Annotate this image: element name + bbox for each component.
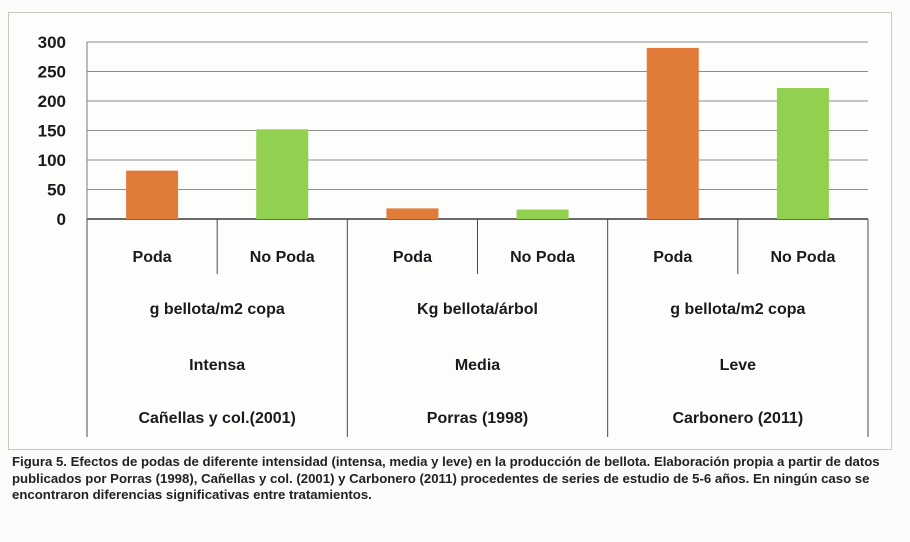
y-tick-label: 0 xyxy=(57,210,66,229)
group-source-label: Carbonero (2011) xyxy=(672,410,803,427)
y-tick-label: 300 xyxy=(38,33,66,52)
figure-caption: Figura 5. Efectos de podas de diferente … xyxy=(12,454,880,502)
group-unit-label: g bellota/m2 copa xyxy=(150,301,285,318)
x-category-label: Poda xyxy=(653,249,692,266)
y-tick-label: 250 xyxy=(38,63,66,82)
x-category-label: No Poda xyxy=(250,249,315,266)
bar xyxy=(256,129,309,219)
group-source-label: Porras (1998) xyxy=(427,410,528,427)
x-category-label: No Poda xyxy=(770,249,835,266)
figure-frame xyxy=(8,12,892,450)
bar xyxy=(386,208,439,219)
group-unit-label: Kg bellota/árbol xyxy=(417,301,538,318)
group-intensity-label: Leve xyxy=(720,357,757,374)
group-intensity-label: Media xyxy=(455,357,500,374)
bar xyxy=(776,88,829,220)
bar-chart: 0 50 100 150 200 250 300 Poda No Poda Poda No Poda… xyxy=(38,33,869,437)
bar xyxy=(126,170,179,219)
bar xyxy=(646,47,699,220)
group-intensity-label: Intensa xyxy=(189,357,245,374)
bar xyxy=(516,209,569,219)
x-category-label: No Poda xyxy=(510,249,575,266)
x-category-label: Poda xyxy=(133,249,172,266)
y-tick-label: 150 xyxy=(38,122,66,141)
y-tick-label: 200 xyxy=(38,92,66,111)
y-tick-label: 50 xyxy=(47,181,66,200)
y-tick-label: 100 xyxy=(38,151,66,170)
group-source-label: Cañellas y col.(2001) xyxy=(138,410,295,427)
x-category-label: Poda xyxy=(393,249,432,266)
group-unit-label: g bellota/m2 copa xyxy=(670,301,805,318)
